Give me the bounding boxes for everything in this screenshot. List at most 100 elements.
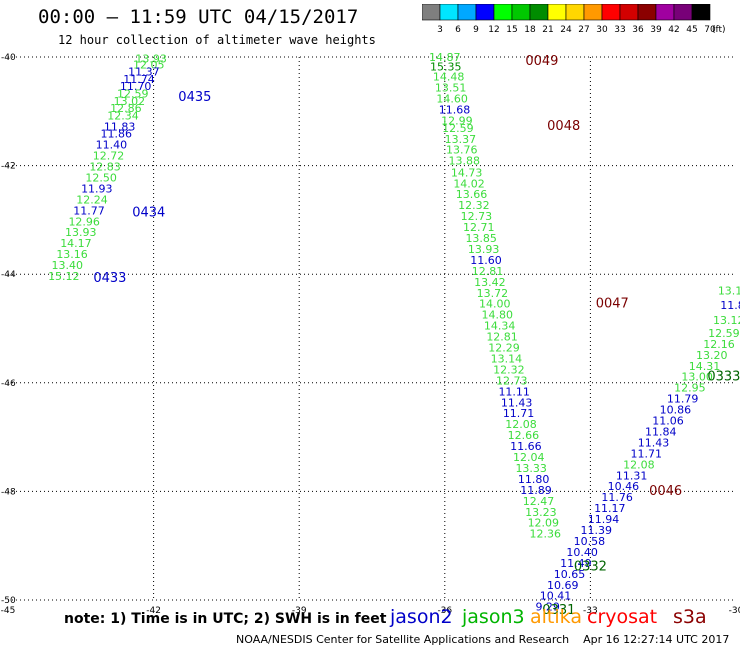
swh-value: 13.23 xyxy=(525,506,557,519)
swh-value: 13.51 xyxy=(435,82,467,95)
swh-value: 14.00 xyxy=(479,298,511,311)
swh-value: 14.73 xyxy=(451,166,483,179)
swh-value: 12.59 xyxy=(708,327,740,340)
swh-value: 12.08 xyxy=(505,418,537,431)
legend-label: 39 xyxy=(650,25,662,35)
swh-value: 11.94 xyxy=(588,513,620,526)
swh-value: 12.66 xyxy=(508,429,540,442)
swh-value: 13.00 xyxy=(681,371,713,384)
lon-tick-label: -36 xyxy=(437,606,452,616)
lon-tick-label: -30 xyxy=(729,606,740,616)
swh-value: 12.34 xyxy=(107,109,139,122)
swh-value: 11.68 xyxy=(439,104,471,117)
legend-label: 21 xyxy=(542,25,553,35)
swh-value: 13.37 xyxy=(445,133,477,146)
swh-value: 11.60 xyxy=(470,254,502,267)
swh-value: 12.47 xyxy=(523,495,555,508)
swh-value: 11.84 xyxy=(645,425,677,438)
legend-swatch-70 xyxy=(691,4,711,21)
swh-value: 12.09 xyxy=(528,517,560,530)
swh-value: 13.93 xyxy=(468,243,500,256)
swh-value: 10.69 xyxy=(547,579,579,592)
swh-value: 11.66 xyxy=(510,440,542,453)
swh-value: 12.50 xyxy=(85,171,117,184)
pass-time-label: 0333 xyxy=(707,370,740,385)
swh-value: 10.58 xyxy=(574,535,606,548)
swh-value: 12.96 xyxy=(68,215,100,228)
swh-value: 10.41 xyxy=(540,590,572,603)
satellite-legend-jason3: jason3 xyxy=(462,606,525,628)
map-subtitle: 12 hour collection of altimeter wave hei… xyxy=(58,33,376,47)
swh-value: 10.40 xyxy=(566,546,598,559)
swh-value: 12.32 xyxy=(458,199,490,212)
lat-tick-label: -50 xyxy=(1,596,16,606)
swh-value: 13.12 xyxy=(718,285,740,298)
swh-value: 11.76 xyxy=(601,491,633,504)
footer-credit: NOAA/NESDIS Center for Satellite Applica… xyxy=(236,633,730,646)
wave-height-color-legend: 3 6 9 12 15 18 21 24 27 30 33 36 39 42 45 70(ft) xyxy=(422,4,726,35)
swh-value: 12.36 xyxy=(530,528,562,541)
swh-value: 12.86 xyxy=(110,102,142,115)
satellite-track-1: 13.9312.0511.3711.7411.7012.5913.0212.86… xyxy=(48,52,211,286)
legend-label: 36 xyxy=(632,25,644,35)
legend-label: 6 xyxy=(455,25,461,35)
swh-value: 9.29 xyxy=(535,601,560,614)
swh-value: 12.05 xyxy=(133,58,165,71)
swh-value: 12.73 xyxy=(496,374,528,387)
swh-value: 11.43 xyxy=(638,436,670,449)
swh-value: 11.81 xyxy=(720,299,740,312)
lon-tick-label: -45 xyxy=(1,606,16,616)
lon-tick-label: -39 xyxy=(292,606,307,616)
swh-value: 12.16 xyxy=(703,338,735,351)
legend-unit: (ft) xyxy=(712,25,726,35)
swh-value: 14.34 xyxy=(484,320,516,333)
swh-value: 12.81 xyxy=(486,331,518,344)
swh-value: 14.60 xyxy=(436,93,468,106)
lat-tick-label: -44 xyxy=(1,270,16,280)
pass-time-label: 0331 xyxy=(542,603,575,618)
lon-tick-label: -33 xyxy=(583,606,598,616)
map-title: 00:00 – 11:59 UTC 04/15/2017 xyxy=(38,6,359,28)
swh-value: 12.73 xyxy=(461,210,493,223)
satellite-legend-jason2: jason2 xyxy=(390,606,453,628)
swh-value: 11.79 xyxy=(667,393,699,406)
swh-value: 13.33 xyxy=(515,462,547,475)
legend-label: 42 xyxy=(668,25,679,35)
swh-value: 12.04 xyxy=(513,451,545,464)
pass-time-label: 0048 xyxy=(547,119,580,134)
swh-value: 11.11 xyxy=(498,385,530,398)
swh-value: 13.85 xyxy=(465,232,497,245)
satellite-legend-altika: altika xyxy=(530,606,582,628)
legend-label: 70 xyxy=(704,25,716,35)
swh-value: 13.16 xyxy=(56,248,88,261)
swh-value: 11.49 xyxy=(560,557,592,570)
swh-value: 11.06 xyxy=(652,415,684,428)
swh-value: 14.80 xyxy=(481,309,513,322)
swh-value: 11.71 xyxy=(630,447,662,460)
swh-value: 14.02 xyxy=(453,177,485,190)
swh-value: 13.93 xyxy=(135,52,167,65)
swh-value: 13.12 xyxy=(713,314,740,327)
legend-label: 9 xyxy=(473,25,479,35)
swh-value: 11.37 xyxy=(128,66,160,79)
legend-label: 12 xyxy=(488,25,499,35)
swh-value: 12.29 xyxy=(488,342,520,355)
swh-value: 15.12 xyxy=(48,270,80,283)
swh-value: 15.35 xyxy=(430,60,462,73)
swh-value: 11.71 xyxy=(503,407,535,420)
swh-value: 10.65 xyxy=(554,568,586,581)
legend-label: 45 xyxy=(686,25,697,35)
swh-value: 12.32 xyxy=(493,363,525,376)
swh-value: 14.17 xyxy=(60,237,92,250)
swh-value: 13.20 xyxy=(696,349,728,362)
swh-value: 14.31 xyxy=(689,360,721,373)
legend-label: 3 xyxy=(437,25,443,35)
legend-label: 27 xyxy=(578,25,589,35)
swh-value: 14.48 xyxy=(433,71,465,84)
satellite-track-2: 14.8715.3514.4813.5114.6011.6812.9912.59… xyxy=(429,51,682,541)
swh-value: 11.74 xyxy=(123,73,155,86)
pass-time-label: 0435 xyxy=(178,90,211,105)
swh-value: 12.59 xyxy=(442,122,474,135)
